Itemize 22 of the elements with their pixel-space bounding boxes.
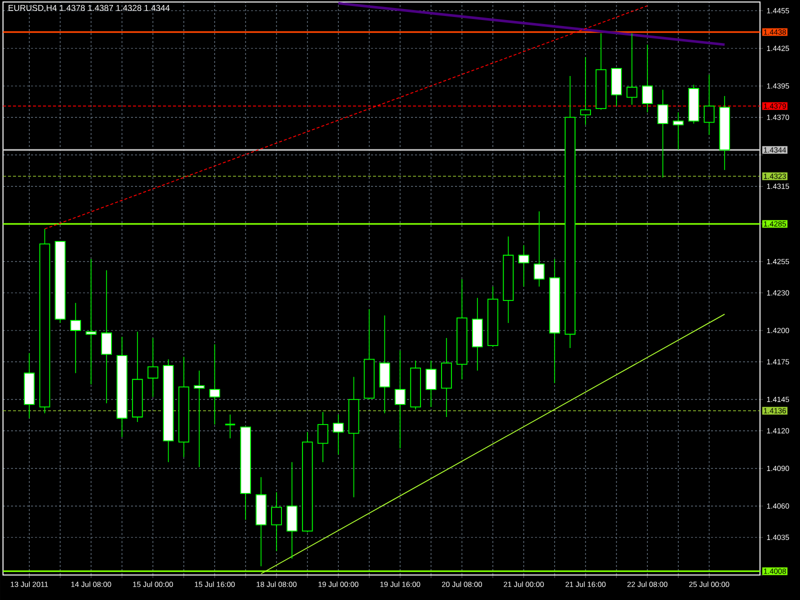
candlestick	[379, 315, 390, 414]
candlestick	[86, 258, 96, 385]
candlestick	[101, 270, 112, 404]
candlestick	[426, 360, 436, 408]
candlestick	[194, 370, 205, 468]
candlestick	[518, 244, 530, 288]
candlestick	[394, 350, 406, 449]
candlestick	[70, 302, 82, 374]
candlestick	[209, 344, 220, 425]
chart-title: EURUSD,H4 1.4378 1.4387 1.4328 1.4344	[8, 4, 170, 12]
candlestick	[642, 44, 653, 113]
candlestick	[626, 32, 638, 106]
candlestick	[704, 74, 715, 136]
candlestick	[224, 414, 236, 439]
candlestick	[657, 89, 668, 178]
candlestick	[317, 412, 328, 463]
candlestick	[271, 492, 282, 552]
candlestick	[672, 112, 684, 150]
candlestick	[332, 414, 344, 456]
candlestick	[148, 338, 158, 398]
candlestick	[534, 210, 545, 288]
candlestick	[580, 56, 591, 126]
